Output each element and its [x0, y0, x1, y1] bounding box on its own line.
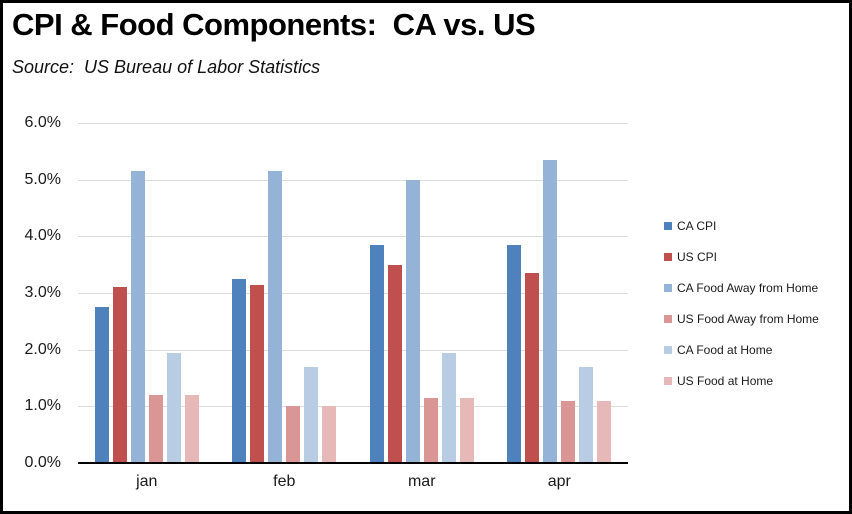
bar	[507, 244, 522, 463]
legend-swatch-icon	[664, 314, 672, 323]
bar	[286, 406, 301, 463]
legend-item: US Food Away from Home	[664, 310, 819, 327]
bar	[525, 273, 540, 463]
legend-item: US CPI	[664, 248, 819, 265]
legend-swatch-icon	[664, 345, 672, 354]
bar	[597, 400, 612, 463]
bar	[148, 395, 163, 463]
y-tick-label: 6.0%	[24, 114, 61, 131]
legend-label: US Food at Home	[677, 373, 774, 388]
bar	[579, 366, 594, 463]
legend-item: CA CPI	[664, 217, 819, 234]
y-tick-label: 4.0%	[24, 227, 61, 245]
gridline	[78, 406, 628, 408]
bar	[543, 159, 558, 463]
x-tick-label: feb	[273, 473, 296, 490]
legend-label: US Food Away from Home	[677, 311, 819, 326]
gridline	[78, 236, 628, 238]
bar-group-feb	[216, 123, 354, 463]
bar	[112, 287, 127, 463]
bar	[166, 352, 181, 463]
bar	[322, 406, 337, 463]
bar	[405, 179, 420, 463]
legend-label: CA Food at Home	[677, 342, 773, 357]
bar	[441, 352, 456, 463]
y-tick-label: 5.0%	[24, 170, 61, 188]
x-tick-label: mar	[407, 473, 436, 490]
y-tick-label: 2.0%	[24, 340, 61, 358]
bar	[561, 400, 576, 463]
y-tick-label: 1.0%	[24, 397, 61, 415]
bar	[250, 284, 265, 463]
x-axis: jan feb mar apr	[78, 473, 628, 497]
bar	[130, 171, 145, 463]
bar	[268, 171, 283, 463]
bar	[304, 366, 319, 463]
legend-swatch-icon	[664, 283, 672, 292]
y-axis: 0.0% 1.0% 2.0% 3.0% 4.0% 5.0% 6.0%	[3, 3, 65, 511]
legend-item: CA Food at Home	[664, 341, 819, 358]
legend-label: CA Food Away from Home	[677, 280, 819, 295]
chart-source-subtitle: Source: US Bureau of Labor Statistics	[12, 57, 321, 77]
legend-swatch-icon	[664, 376, 672, 385]
y-tick-label: 0.0%	[24, 454, 61, 471]
bar	[232, 278, 247, 463]
legend-item: US Food at Home	[664, 372, 819, 389]
y-tick-label: 3.0%	[24, 284, 61, 301]
bar-group-apr	[491, 123, 629, 463]
legend-label: CA CPI	[677, 218, 717, 233]
bar-group-mar	[353, 123, 491, 463]
gridline	[78, 293, 628, 294]
gridline	[78, 179, 628, 181]
bar	[459, 397, 474, 463]
chart-title: CPI & Food Components: CA vs. US	[12, 7, 536, 42]
bar	[387, 264, 402, 463]
plot-area	[78, 123, 629, 464]
legend: CA CPI US CPI CA Food Away from Home US Foo…	[664, 217, 819, 389]
bar	[94, 307, 109, 463]
bar	[184, 395, 199, 463]
gridline	[78, 123, 628, 124]
legend-swatch-icon	[664, 252, 672, 261]
legend-swatch-icon	[664, 221, 672, 230]
x-tick-label: jan	[136, 473, 158, 490]
x-axis-line	[78, 462, 628, 464]
legend-item: CA Food Away from Home	[664, 279, 819, 296]
legend-label: US CPI	[677, 249, 718, 264]
gridline	[78, 349, 628, 351]
bar	[423, 397, 438, 463]
x-tick-label: apr	[547, 473, 571, 490]
bar	[369, 244, 384, 463]
bar-group-jan	[78, 123, 216, 463]
